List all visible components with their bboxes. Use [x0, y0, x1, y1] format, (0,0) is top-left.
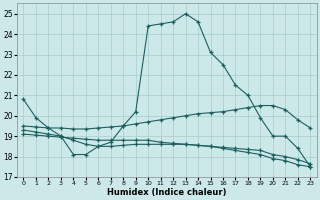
X-axis label: Humidex (Indice chaleur): Humidex (Indice chaleur): [107, 188, 227, 197]
